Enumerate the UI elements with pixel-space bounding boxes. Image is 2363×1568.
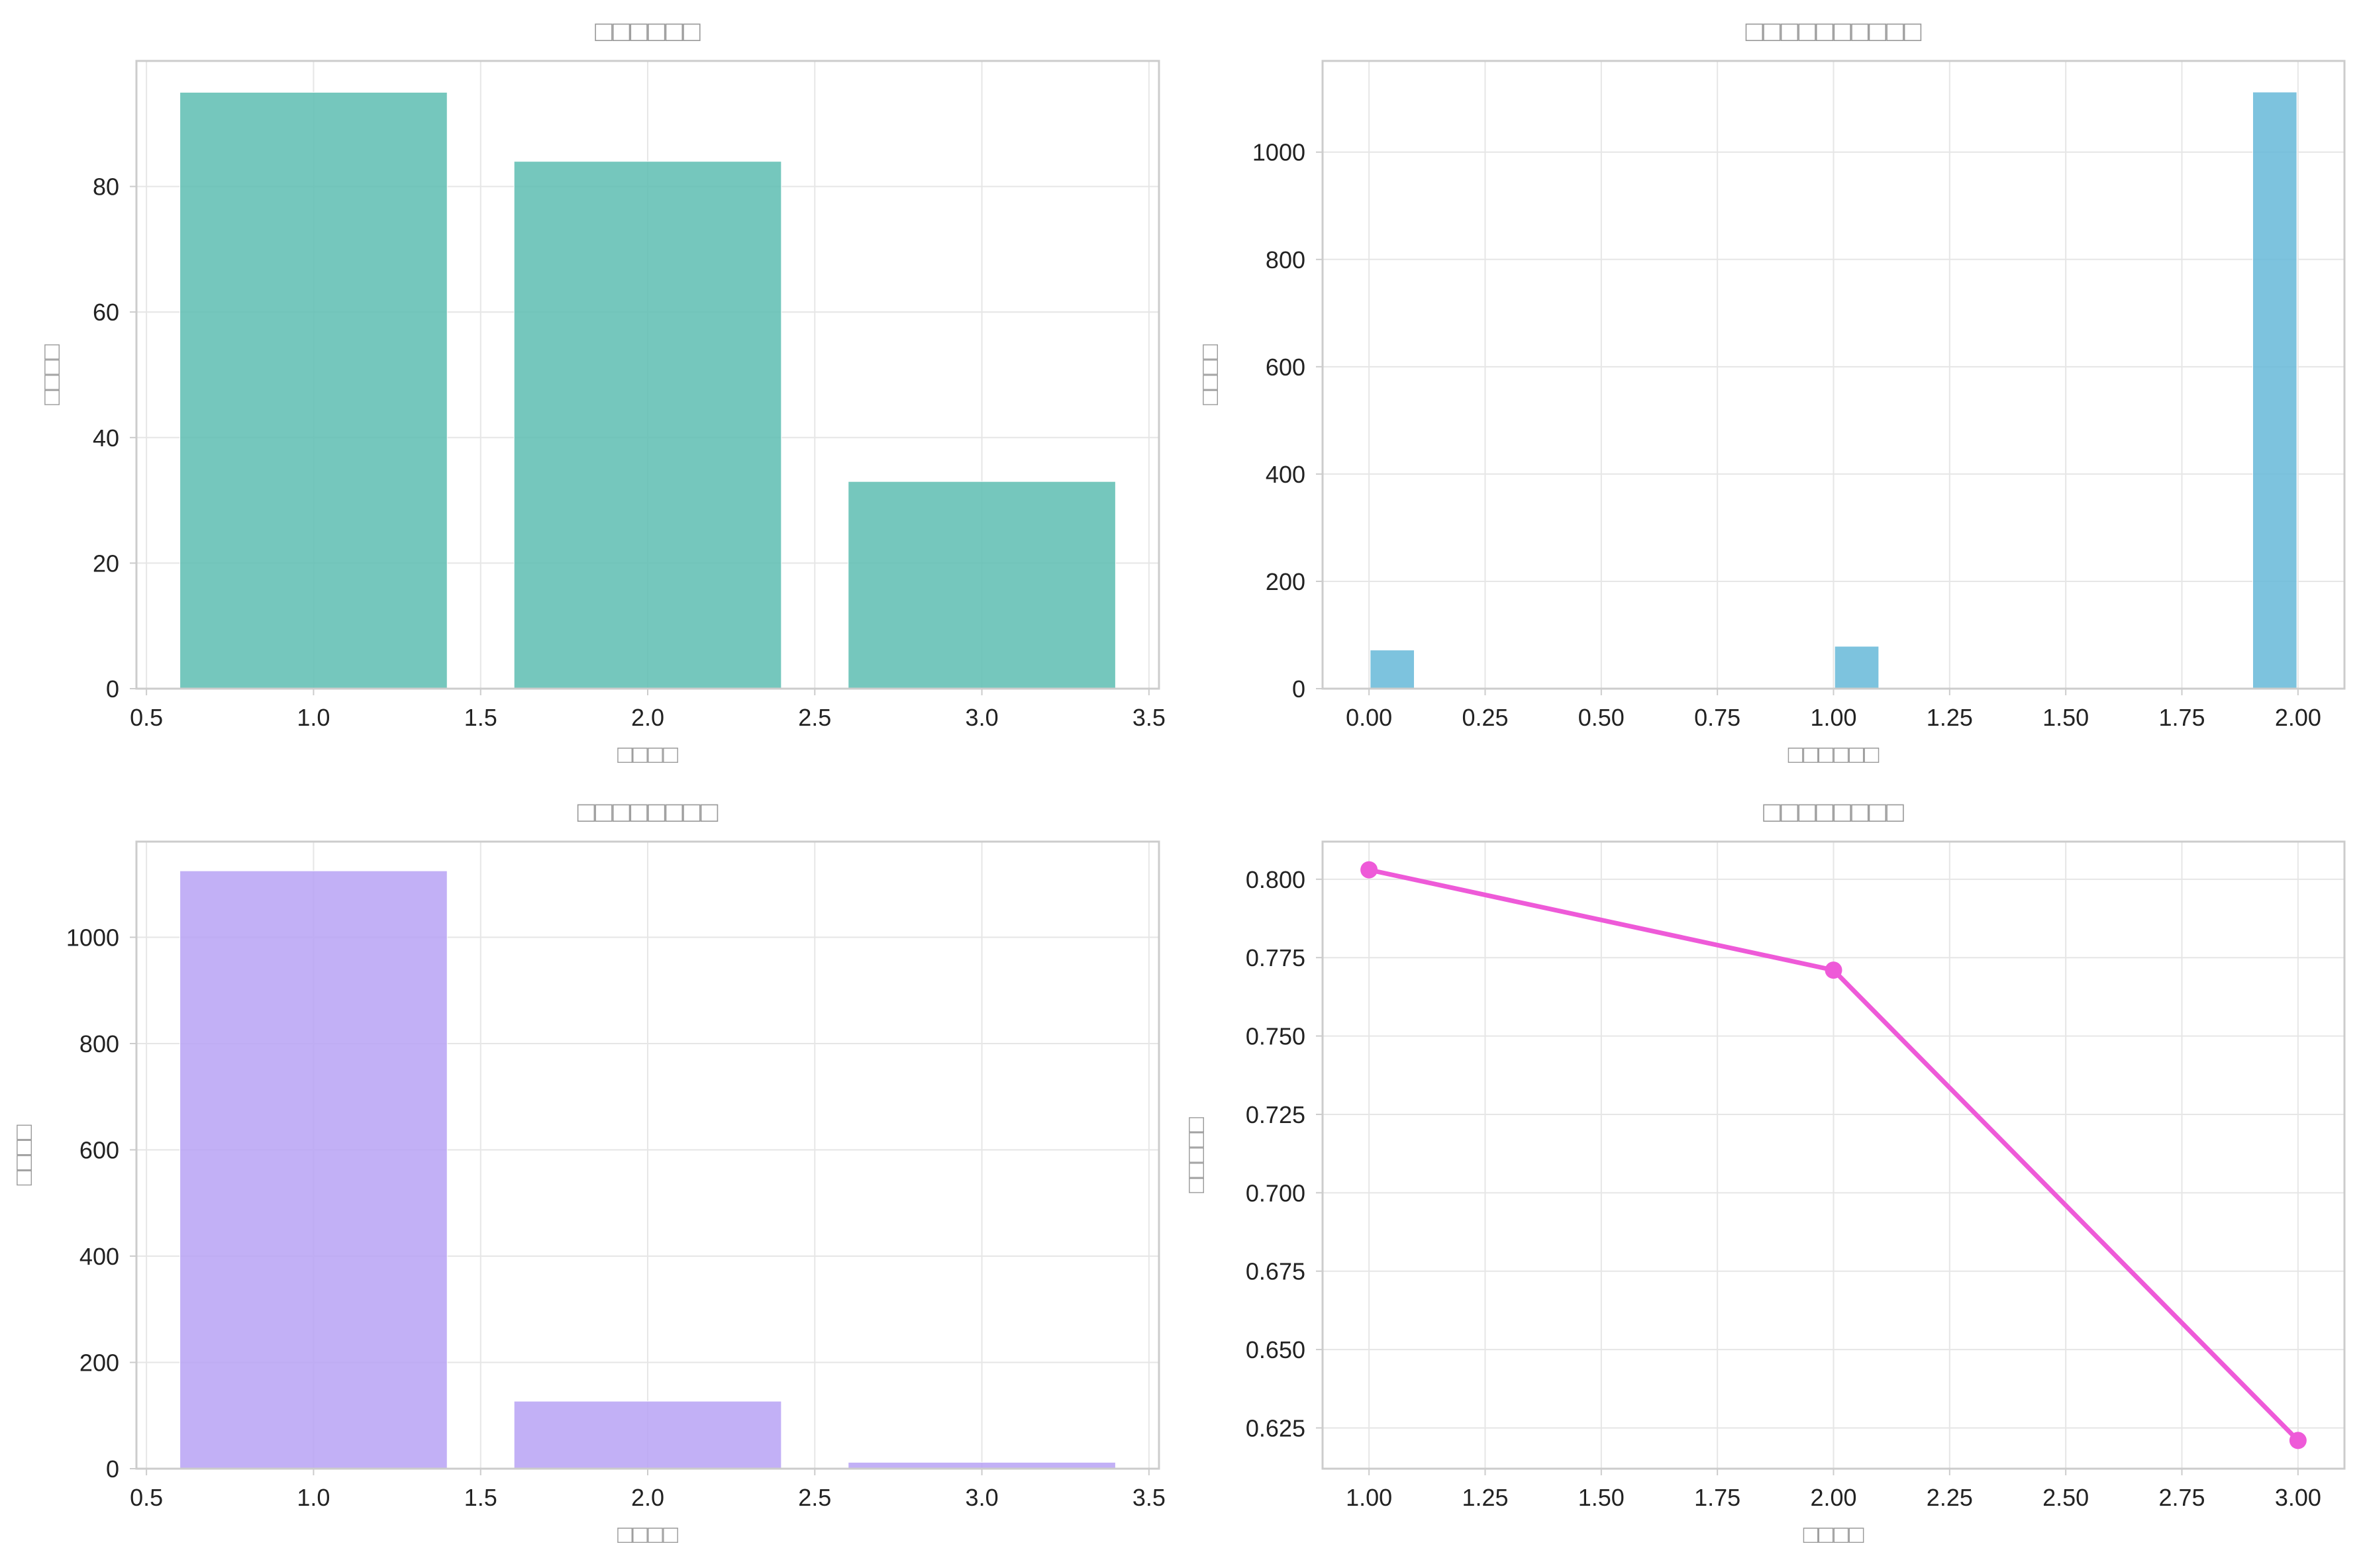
x-tick-label: 1.50 [2042, 704, 2089, 731]
x-tick-label: 3.0 [966, 704, 999, 731]
y-axis-label: □□□□□ [1182, 1117, 1210, 1193]
x-tick-label: 2.50 [2042, 1484, 2089, 1511]
x-axis-label: □□□□□□ [1788, 741, 1880, 769]
y-tick-label: 0.650 [1246, 1336, 1305, 1363]
y-tick-label: 20 [93, 550, 119, 577]
y-axis-label: □□□□ [10, 1125, 38, 1186]
y-tick-label: 0 [106, 1455, 119, 1483]
x-tick-label: 0.5 [130, 704, 163, 731]
x-tick-label: 2.5 [798, 704, 831, 731]
x-tick-label: 2.00 [2275, 704, 2321, 731]
x-tick-label: 2.25 [1927, 1484, 1973, 1511]
chart-title: □□□□□□ [595, 15, 701, 48]
y-tick-label: 800 [1266, 246, 1305, 273]
x-tick-label: 1.75 [1694, 1484, 1740, 1511]
x-tick-label: 3.5 [1132, 704, 1166, 731]
x-tick-label: 3.0 [966, 1484, 999, 1511]
x-tick-label: 1.25 [1927, 704, 1973, 731]
chart-title: □□□□□□□□ [578, 796, 719, 828]
y-tick-label: 0.750 [1246, 1023, 1305, 1050]
x-tick-label: 1.75 [2158, 704, 2205, 731]
y-tick-label: 0.775 [1246, 944, 1305, 971]
x-tick-label: 0.00 [1346, 704, 1392, 731]
x-tick-label: 2.00 [1810, 1484, 1856, 1511]
x-axis-label: □□□□ [617, 741, 678, 769]
chart-title: □□□□□□□□ [1763, 796, 1904, 828]
y-tick-label: 200 [1266, 568, 1305, 595]
data-point [2289, 1432, 2307, 1449]
y-tick-label: 0.700 [1246, 1179, 1305, 1206]
y-tick-label: 40 [93, 424, 119, 452]
bar [1370, 650, 1415, 689]
x-tick-label: 1.5 [464, 704, 497, 731]
x-tick-label: 0.25 [1462, 704, 1508, 731]
chart-panel-1: 0.5 1.0 1.5 2.0 2.5 3.0 3.5020406080□□□□□□□□□□… [38, 15, 1166, 769]
x-tick-label: 1.00 [1810, 704, 1856, 731]
y-tick-label: 0 [106, 675, 119, 703]
bar [848, 481, 1116, 689]
y-tick-label: 400 [1266, 461, 1305, 488]
bar [1834, 646, 1880, 689]
x-axis-label: □□□□ [617, 1521, 678, 1549]
chart-panel-4: 1.00 1.25 1.50 1.75 2.00 2.25 2.50 2.75 3.00 0.62… [1182, 796, 2346, 1549]
chart-panel-3: 0.5 1.0 1.5 2.0 2.5 3.0 3.5 0 200 400 600 800 1000 □□… [10, 796, 1166, 1549]
x-tick-label: 1.25 [1462, 1484, 1508, 1511]
bar [513, 1400, 782, 1469]
y-tick-label: 0.800 [1246, 866, 1305, 893]
bar [179, 91, 448, 689]
y-tick-label: 400 [79, 1243, 119, 1270]
x-tick-label: 2.75 [2158, 1484, 2205, 1511]
x-tick-label: 1.0 [297, 704, 330, 731]
bar [513, 161, 782, 689]
y-tick-label: 600 [1266, 354, 1305, 381]
y-tick-label: 0 [1292, 675, 1305, 703]
bar [2252, 91, 2297, 689]
y-tick-label: 1000 [1252, 139, 1305, 166]
chart-panel-2: 0.00 0.25 0.50 0.75 1.00 1.25 1.50 1.75 2.00 0 200… [1196, 15, 2346, 769]
y-axis-label: □□□□ [1196, 344, 1224, 405]
y-tick-label: 60 [93, 299, 119, 326]
x-tick-label: 1.00 [1346, 1484, 1392, 1511]
x-tick-label: 0.50 [1578, 704, 1625, 731]
x-tick-label: 0.75 [1694, 704, 1740, 731]
chart-title: □□□□□□□□□□ [1746, 15, 1922, 48]
y-axis-label: □□□□ [38, 344, 66, 405]
x-tick-label: 2.0 [631, 1484, 664, 1511]
x-tick-label: 0.5 [130, 1484, 163, 1511]
x-tick-label: 3.5 [1132, 1484, 1166, 1511]
y-tick-label: 0.675 [1246, 1258, 1305, 1285]
y-tick-label: 0.725 [1246, 1101, 1305, 1128]
x-tick-label: 2.5 [798, 1484, 831, 1511]
y-tick-label: 800 [79, 1030, 119, 1057]
x-tick-label: 1.50 [1578, 1484, 1625, 1511]
data-point [1825, 961, 1842, 979]
bar [179, 870, 448, 1469]
y-tick-label: 1000 [66, 924, 119, 951]
y-tick-label: 600 [79, 1136, 119, 1163]
data-point [1360, 861, 1378, 879]
x-tick-label: 3.00 [2275, 1484, 2321, 1511]
y-tick-label: 0.625 [1246, 1414, 1305, 1442]
y-tick-label: 80 [93, 173, 119, 201]
x-tick-label: 2.0 [631, 704, 664, 731]
x-axis-label: □□□□ [1803, 1521, 1864, 1549]
x-tick-label: 1.0 [297, 1484, 330, 1511]
y-tick-label: 200 [79, 1349, 119, 1376]
x-tick-label: 1.5 [464, 1484, 497, 1511]
